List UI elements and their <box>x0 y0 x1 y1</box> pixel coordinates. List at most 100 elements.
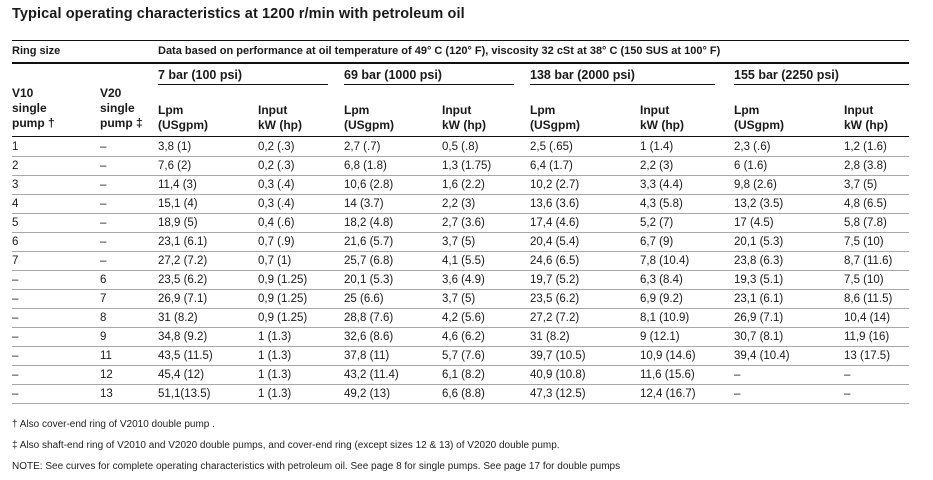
table-cell: 43,5 (11.5) <box>158 350 213 362</box>
table-row: – 11 43,5 (11.5) 1 (1.3) 37,8 (11) 5,7 (7.6) 3… <box>12 347 909 366</box>
table-cell: 30,7 (8.1) <box>734 331 784 343</box>
table-cell: 10,6 (2.8) <box>344 179 394 191</box>
table-row: 2 – 7,6 (2) 0,2 (.3) 6,8 (1.8) 1,3 (1.75) 6,4 … <box>12 157 909 176</box>
table-cell: 11 <box>100 350 112 362</box>
table-cell: 0,3 (.4) <box>258 198 295 210</box>
table-row: – 12 45,4 (12) 1 (1.3) 43,2 (11.4) 6,1 (8.2) 4… <box>12 366 909 385</box>
table-cell: 2,7 (3.6) <box>442 217 485 229</box>
table-cell: – <box>12 350 19 362</box>
table-cell: 2,8 (3.8) <box>844 160 887 172</box>
table-cell: 1,2 (1.6) <box>844 141 887 153</box>
table-row: – 6 23,5 (6.2) 0,9 (1.25) 20,1 (5.3) 3,6 (4.9… <box>12 271 909 290</box>
table-cell: 0,2 (.3) <box>258 141 295 153</box>
table-cell: 6,3 (8.4) <box>640 274 683 286</box>
table-cell: 47,3 (12.5) <box>530 388 586 400</box>
table-cell: 2,5 (.65) <box>530 141 573 153</box>
table-cell: 11,6 (15.6) <box>640 369 695 381</box>
table-cell: 15,1 (4) <box>158 198 198 210</box>
table-cell: 8,7 (11.6) <box>844 255 893 267</box>
table-cell: 17,4 (4.6) <box>530 217 580 229</box>
table-row: 4 – 15,1 (4) 0,3 (.4) 14 (3.7) 2,2 (3) 13,6 (3… <box>12 195 909 214</box>
table-cell: – <box>12 293 19 305</box>
table-cell: 37,8 (11) <box>344 350 390 362</box>
table-cell: 4,3 (5.8) <box>640 198 683 210</box>
table-cell: 1,3 (1.75) <box>442 160 492 172</box>
table-cell: – <box>734 388 741 400</box>
table-cell: 0,9 (1.25) <box>258 274 308 286</box>
table-cell: 40,9 (10.8) <box>530 369 586 381</box>
table-cell: – <box>12 274 19 286</box>
table-cell: 25,7 (6.8) <box>344 255 394 267</box>
table-cell: 17 (4.5) <box>734 217 774 229</box>
table-cell: 34,8 (9.2) <box>158 331 208 343</box>
table-cell: 10,2 (2.7) <box>530 179 580 191</box>
table-cell: – <box>100 160 107 172</box>
table-cell: – <box>844 388 851 400</box>
table-row: – 13 51,1(13.5) 1 (1.3) 49,2 (13) 6,6 (8.8) 47… <box>12 385 909 404</box>
table-cell: 25 (6.6) <box>344 293 384 305</box>
pressure-underline-138bar <box>530 84 715 85</box>
table-cell: 5,2 (7) <box>640 217 674 229</box>
table-cell: 27,2 (7.2) <box>530 312 580 324</box>
table-cell: 0,3 (.4) <box>258 179 295 191</box>
col-header-lpm-7bar: Lpm (USgpm) <box>158 103 208 132</box>
table-cell: 4,6 (6.2) <box>442 331 485 343</box>
table-cell: 2 <box>12 160 19 172</box>
table-cell: 3 <box>12 179 19 191</box>
table-cell: 2,3 (.6) <box>734 141 771 153</box>
table-cell: 20,1 (5.3) <box>734 236 784 248</box>
table-cell: 4,1 (5.5) <box>442 255 485 267</box>
table-cell: 2,2 (3) <box>640 160 674 172</box>
table-cell: 3,7 (5) <box>442 293 476 305</box>
table-title: Typical operating characteristics at 120… <box>12 6 465 22</box>
pressure-underline-155bar <box>734 84 909 85</box>
table-cell: 6 (1.6) <box>734 160 768 172</box>
table-cell: 0,5 (.8) <box>442 141 479 153</box>
table-cell: – <box>844 369 851 381</box>
table-cell: 24,6 (6.5) <box>530 255 580 267</box>
table-row: 7 – 27,2 (7.2) 0,7 (1) 25,7 (6.8) 4,1 (5.5) 24… <box>12 252 909 271</box>
table-cell: 27,2 (7.2) <box>158 255 208 267</box>
table-cell: 12,4 (16.7) <box>640 388 696 400</box>
table-cell: 6 <box>12 236 19 248</box>
table-cell: 10,9 (14.6) <box>640 350 696 362</box>
table-cell: 5 <box>12 217 19 229</box>
table-cell: 39,7 (10.5) <box>530 350 586 362</box>
table-cell: 0,4 (.6) <box>258 217 295 229</box>
table-cell: 5,8 (7.8) <box>844 217 887 229</box>
table-cell: 1 (1.3) <box>258 369 292 381</box>
table-cell: 21,6 (5.7) <box>344 236 394 248</box>
pressure-header-69bar: 69 bar (1000 psi) <box>344 68 442 82</box>
table-cell: 8,6 (11.5) <box>844 293 893 305</box>
table-cell: 13 (17.5) <box>844 350 891 362</box>
table-cell: – <box>12 312 19 324</box>
table-cell: 3,7 (5) <box>844 179 878 191</box>
table-cell: 0,7 (.9) <box>258 236 295 248</box>
header-rule-top <box>12 40 909 41</box>
table-cell: 6,6 (8.8) <box>442 388 485 400</box>
table-cell: 23,5 (6.2) <box>158 274 208 286</box>
table-cell: 6,8 (1.8) <box>344 160 387 172</box>
table-cell: – <box>100 217 107 229</box>
table-cell: 2,2 (3) <box>442 198 476 210</box>
data-basis-caption: Data based on performance at oil tempera… <box>158 45 721 57</box>
header-rule-thick <box>12 62 909 64</box>
table-cell: 6,4 (1.7) <box>530 160 573 172</box>
table-cell: 10,4 (14) <box>844 312 891 324</box>
table-cell: 19,3 (5.1) <box>734 274 784 286</box>
table-cell: 6,7 (9) <box>640 236 674 248</box>
table-row: – 9 34,8 (9.2) 1 (1.3) 32,6 (8.6) 4,6 (6.2) 31… <box>12 328 909 347</box>
table-cell: 31 (8.2) <box>158 312 198 324</box>
col-header-kw-7bar: Input kW (hp) <box>258 103 302 132</box>
table-cell: 31 (8.2) <box>530 331 570 343</box>
table-cell: 0,7 (1) <box>258 255 292 267</box>
table-cell: 32,6 (8.6) <box>344 331 394 343</box>
table-cell: 20,1 (5.3) <box>344 274 394 286</box>
footnote-dagger: † Also cover-end ring of V2010 double pu… <box>12 419 215 430</box>
col-header-lpm-69bar: Lpm (USgpm) <box>344 103 394 132</box>
table-cell: – <box>12 388 19 400</box>
table-cell: 19,7 (5.2) <box>530 274 580 286</box>
table-cell: 2,7 (.7) <box>344 141 381 153</box>
table-cell: 9 <box>100 331 107 343</box>
table-cell: 0,9 (1.25) <box>258 312 308 324</box>
